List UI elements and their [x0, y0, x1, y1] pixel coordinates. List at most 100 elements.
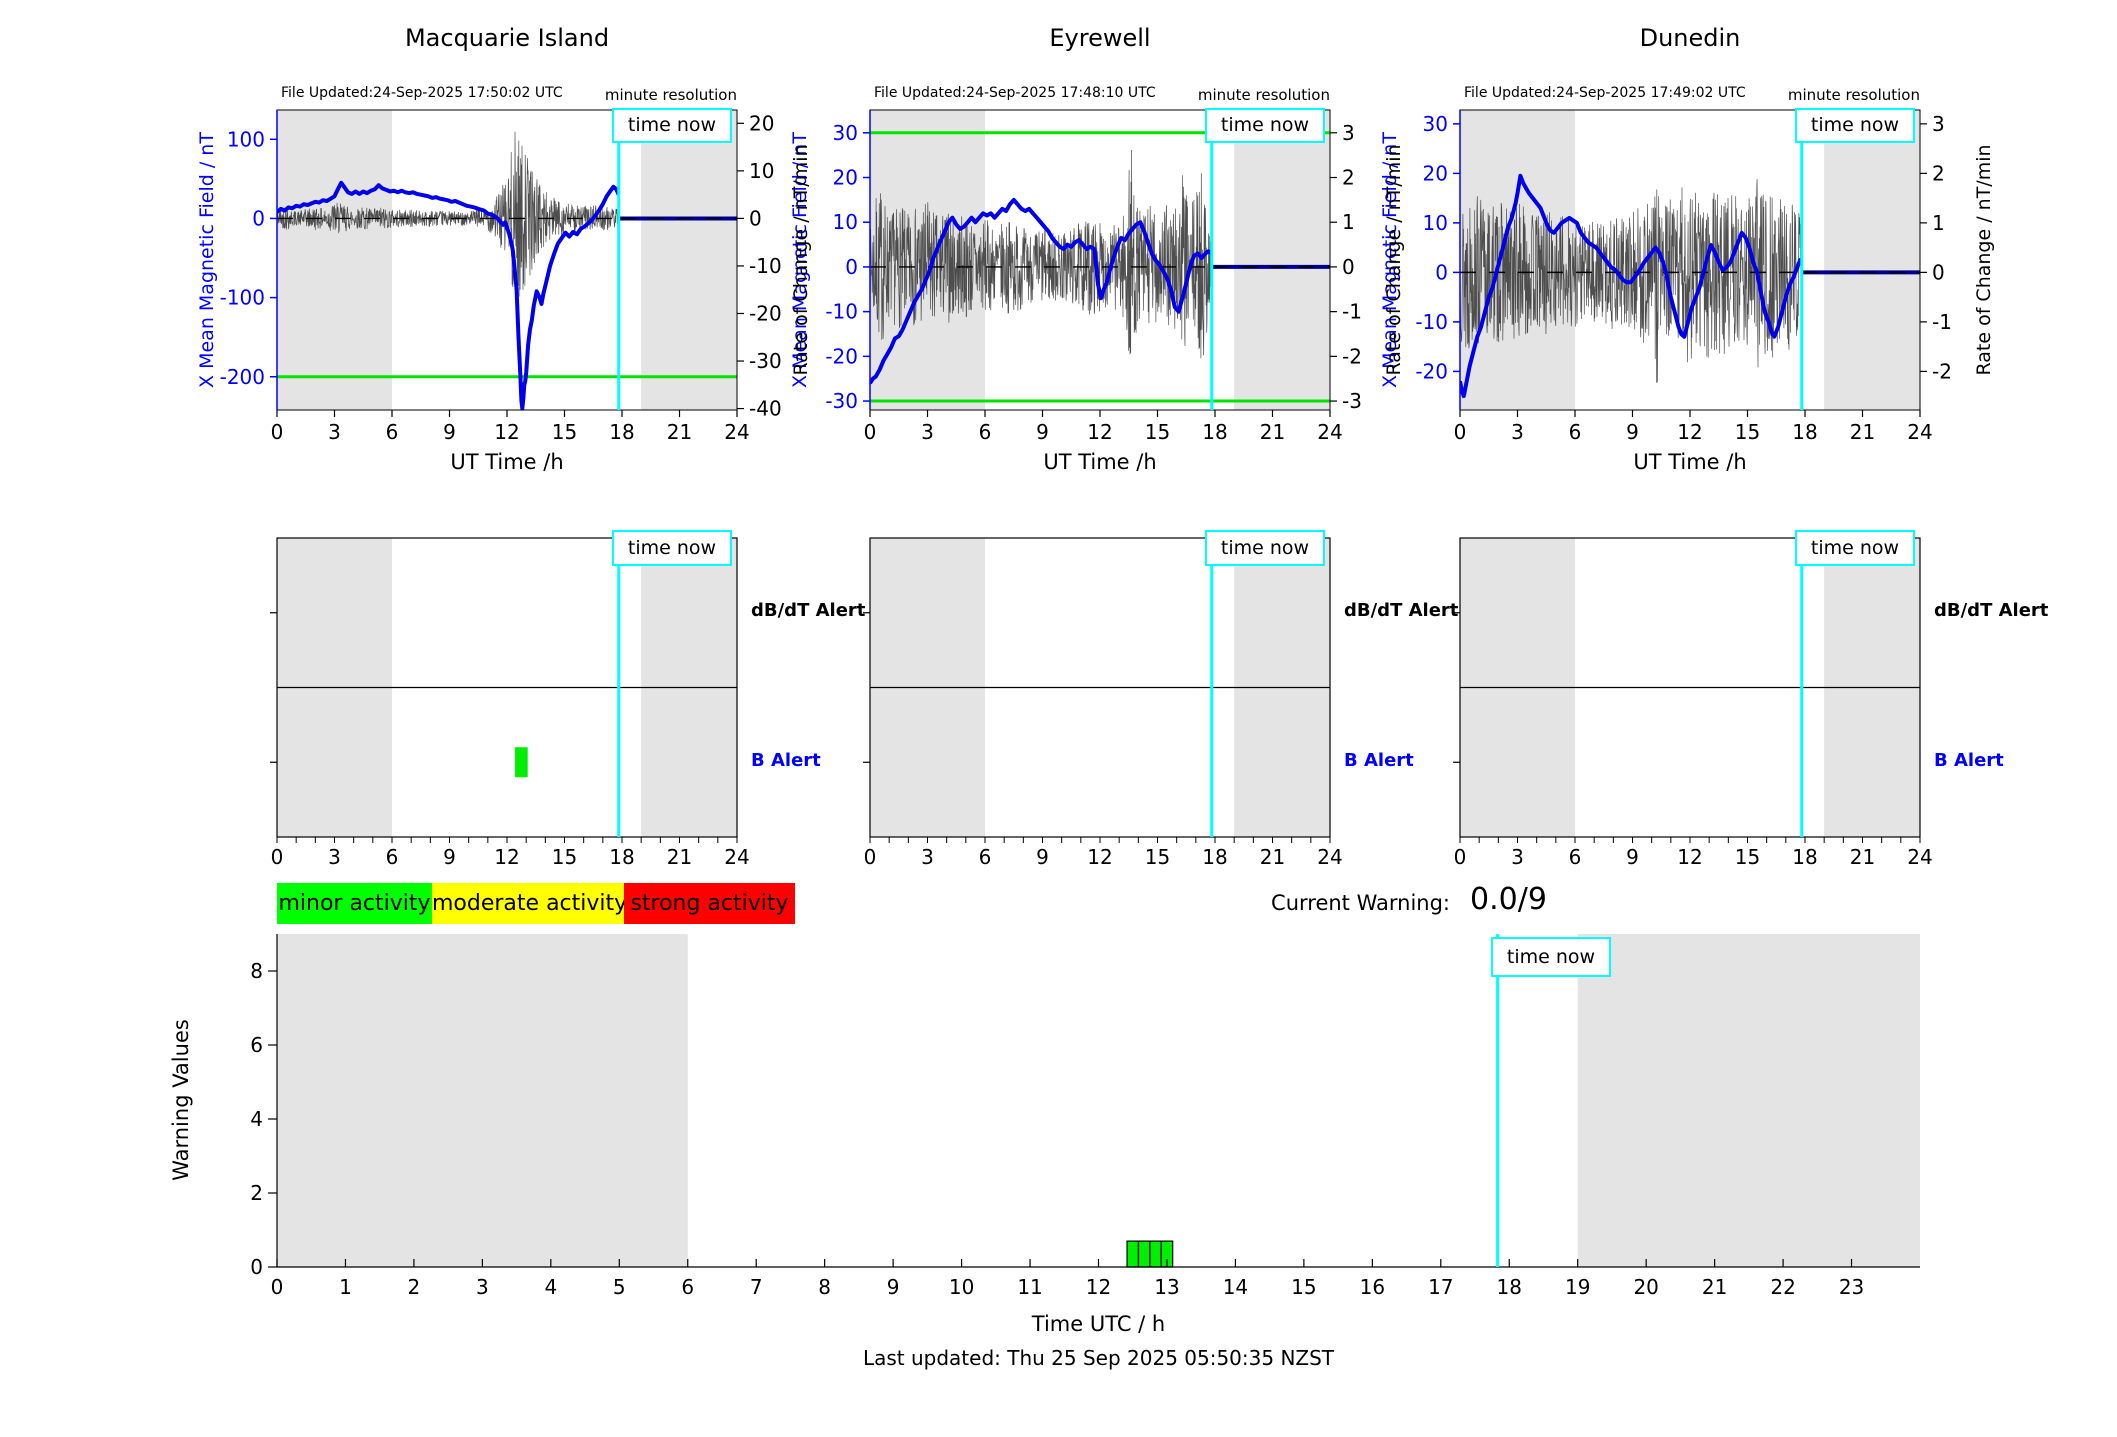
warning-values-xtick: 11 [1017, 1275, 1042, 1299]
warning-values-warning-bar [1126, 1240, 1140, 1268]
warning-values-xtick: 6 [681, 1275, 694, 1299]
dunedin-ytick-right: 1 [1932, 211, 1945, 235]
dunedin-xtick: 18 [1792, 420, 1817, 444]
warning-values-xtick: 7 [750, 1275, 763, 1299]
dunedin-xtick: 15 [1735, 420, 1760, 444]
macquarie-island-ytick-right: -30 [749, 349, 782, 373]
macquarie-island-alerts-xtick: 12 [494, 845, 519, 869]
warning-values-xtick: 16 [1360, 1275, 1385, 1299]
macquarie-island-xtick: 9 [443, 420, 456, 444]
eyrewell-xtick: 18 [1202, 420, 1227, 444]
legend-minor-activity: minor activity [277, 883, 432, 924]
x-axis-label-dunedin: UT Time /h [1633, 450, 1747, 474]
macquarie-island-alerts-xtick: 15 [552, 845, 577, 869]
b-alert-label-eyrewell: B Alert [1344, 750, 1414, 771]
macquarie-island-alerts-xtick: 3 [328, 845, 341, 869]
eyrewell-night-shading [1234, 110, 1330, 410]
warning-values-xtick: 23 [1839, 1275, 1864, 1299]
eyrewell-ytick-right: -2 [1342, 344, 1362, 368]
warning-values-xtick: 2 [408, 1275, 421, 1299]
eyrewell-ytick-left: -30 [825, 389, 858, 413]
macquarie-island-alerts-xtick: 21 [667, 845, 692, 869]
eyrewell-mean-field-line [870, 197, 1213, 385]
dunedin-alerts-xtick: 12 [1677, 845, 1702, 869]
time-now-badge-macquarie-alerts: time now [612, 530, 732, 566]
time-now-badge-dunedin: time now [1795, 108, 1915, 143]
warning-values-night-shading [1577, 934, 1920, 1267]
resolution-note-macquarie: minute resolution [604, 86, 737, 104]
resolution-note-dunedin: minute resolution [1787, 86, 1920, 104]
eyrewell-ytick-left: 30 [833, 121, 858, 145]
warning-values-xtick: 5 [613, 1275, 626, 1299]
macquarie-island-xtick: 0 [271, 420, 284, 444]
y-axis-label-right-eyrewell: Rate of Change / nT/min [1383, 144, 1405, 376]
station-title-macquarie: Macquarie Island [404, 24, 610, 52]
eyrewell-alerts-xtick: 0 [864, 845, 877, 869]
macquarie-island-mean-field-line [277, 180, 621, 410]
warning-values-xtick: 19 [1565, 1275, 1590, 1299]
eyrewell-ytick-right: 1 [1342, 210, 1355, 234]
macquarie-island-ytick-right: -20 [749, 301, 782, 325]
eyrewell-ytick-right: 2 [1342, 166, 1355, 190]
macquarie-island-ytick-left: 100 [227, 127, 265, 151]
dunedin-ytick-left: 30 [1423, 112, 1448, 136]
dunedin-alerts-xtick: 24 [1907, 845, 1932, 869]
dunedin-xtick: 24 [1907, 420, 1932, 444]
eyrewell-xtick: 6 [979, 420, 992, 444]
macquarie-island-ytick-right: 20 [749, 111, 774, 135]
file-updated-eyrewell: File Updated:24-Sep-2025 17:48:10 UTC [874, 85, 1156, 101]
last-updated-text: Last updated: Thu 25 Sep 2025 05:50:35 N… [862, 1346, 1335, 1370]
eyrewell-alerts-xtick: 12 [1087, 845, 1112, 869]
y-axis-label-left-macquarie: X Mean Magnetic Field / nT [196, 132, 218, 388]
x-axis-label-eyrewell: UT Time /h [1043, 450, 1157, 474]
macquarie-island-xtick: 21 [667, 420, 692, 444]
warning-values-xtick: 8 [818, 1275, 831, 1299]
eyrewell-ytick-left: 0 [845, 255, 858, 279]
eyrewell-alerts-xtick: 24 [1317, 845, 1342, 869]
macquarie-island-ytick-left: -100 [220, 286, 265, 310]
station-title-eyrewell: Eyrewell [1049, 24, 1151, 52]
warning-values-xtick: 20 [1633, 1275, 1658, 1299]
dunedin-mean-field-line [1460, 173, 1804, 399]
dunedin-ytick-right: -2 [1932, 359, 1952, 383]
dunedin-night-shading [1824, 110, 1920, 410]
warning-values-xtick: 4 [544, 1275, 557, 1299]
eyrewell-xtick: 15 [1145, 420, 1170, 444]
time-now-badge-eyrewell-alerts: time now [1205, 530, 1325, 566]
chart-macquarie-island-alerts: 0 3 6 9 12 15 18 21 24 [270, 537, 750, 869]
time-now-badge-macquarie: time now [612, 108, 732, 143]
macquarie-island-xtick: 18 [609, 420, 634, 444]
warning-values-ytick: 4 [250, 1107, 263, 1131]
macquarie-island-night-shading [277, 110, 392, 410]
warning-values-ytick: 2 [250, 1181, 263, 1205]
dunedin-xtick: 6 [1569, 420, 1582, 444]
eyrewell-xtick: 21 [1260, 420, 1285, 444]
eyrewell-ytick-left: 10 [833, 210, 858, 234]
legend-moderate-activity: moderate activity [432, 883, 627, 924]
time-now-badge-warning: time now [1491, 937, 1611, 977]
dunedin-xtick: 0 [1454, 420, 1467, 444]
dunedin-alerts-xtick: 18 [1792, 845, 1817, 869]
warning-values-xtick: 18 [1497, 1275, 1522, 1299]
dunedin-rate-of-change-trace [1460, 179, 1803, 383]
warning-values-xtick: 0 [271, 1275, 284, 1299]
eyrewell-ytick-right: -1 [1342, 300, 1362, 324]
chart-eyrewell-alerts: 0 3 6 9 12 15 18 21 24 [863, 537, 1343, 869]
macquarie-island-alerts-xtick: 18 [609, 845, 634, 869]
eyrewell-alerts-xtick: 15 [1145, 845, 1170, 869]
dunedin-alerts-xtick: 9 [1626, 845, 1639, 869]
macquarie-island-ytick-right: -40 [749, 397, 782, 421]
eyrewell-alerts-xtick: 9 [1036, 845, 1049, 869]
warning-values-ytick: 0 [250, 1255, 263, 1279]
b-alert-label-dunedin: B Alert [1934, 750, 2004, 771]
time-now-badge-dunedin-alerts: time now [1795, 530, 1915, 566]
eyrewell-xtick: 9 [1036, 420, 1049, 444]
warning-values-xtick: 17 [1428, 1275, 1453, 1299]
file-updated-macquarie: File Updated:24-Sep-2025 17:50:02 UTC [281, 85, 563, 101]
dunedin-ytick-left: -20 [1415, 359, 1448, 383]
dunedin-alerts-xtick: 21 [1850, 845, 1875, 869]
macquarie-island-alerts-xtick: 0 [271, 845, 284, 869]
dunedin-ytick-right: 3 [1932, 112, 1945, 136]
